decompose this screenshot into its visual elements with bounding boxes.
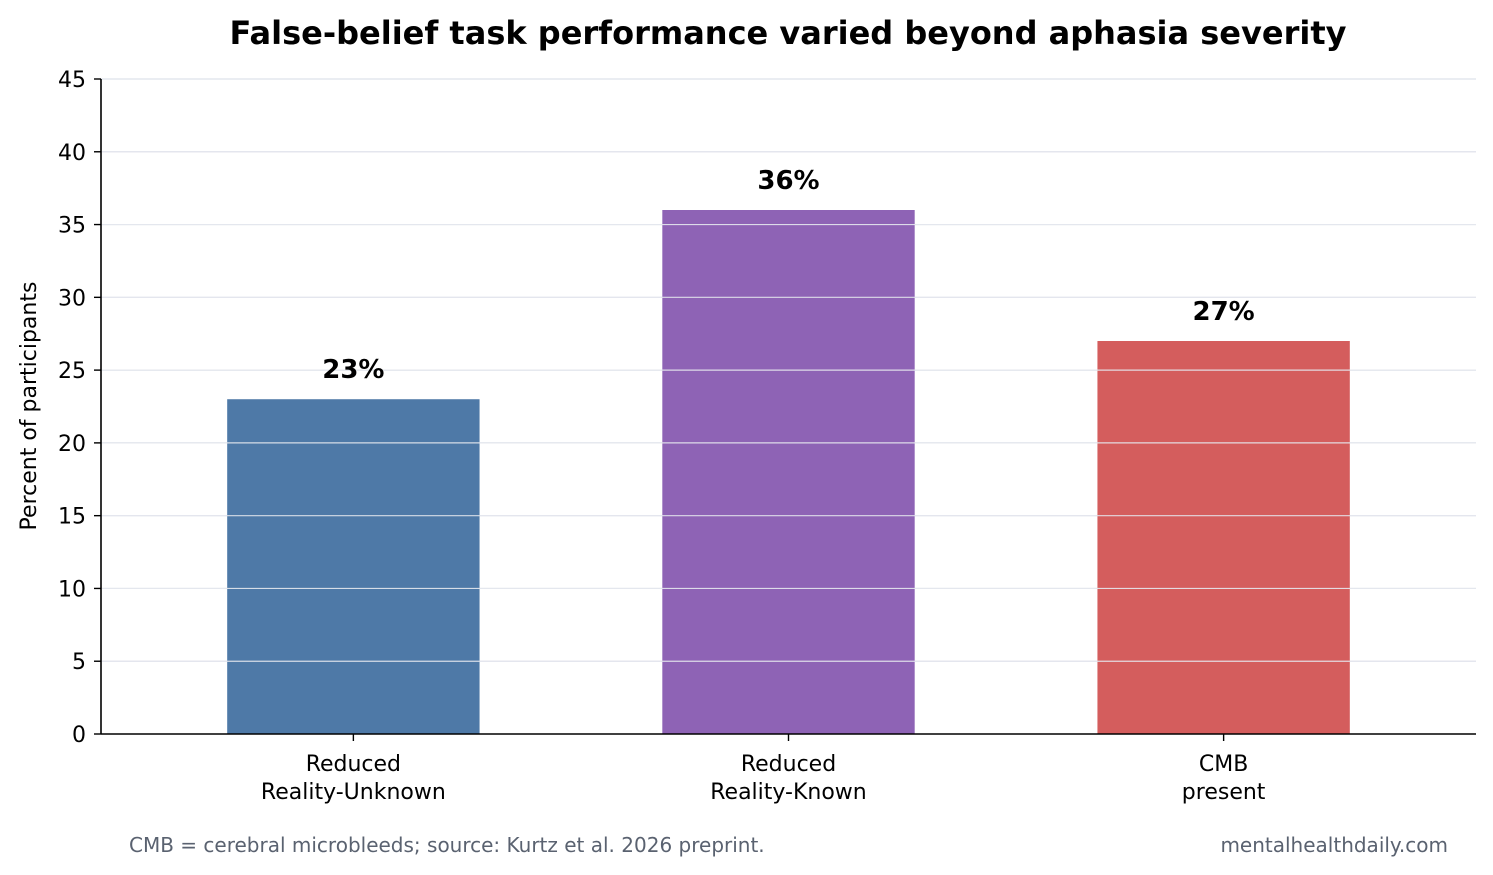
y-axis-label: Percent of participants — [17, 282, 42, 531]
y-tick-label-30: 30 — [58, 286, 86, 311]
y-tick-label-45: 45 — [58, 68, 86, 93]
x-tick-label-2-1: present — [1182, 780, 1266, 805]
y-tick-label-0: 0 — [72, 723, 86, 748]
x-tick-label-0-0: Reduced — [306, 752, 401, 777]
x-tick-label-2-0: CMB — [1199, 752, 1248, 777]
axes — [94, 78, 1476, 741]
x-tick-label-1-1: Reality-Known — [710, 780, 867, 805]
y-tick-label-5: 5 — [72, 650, 86, 675]
value-label-2: 27% — [1193, 297, 1255, 327]
bars — [101, 78, 1476, 734]
y-tick-label-40: 40 — [58, 141, 86, 166]
value-label-0: 23% — [322, 355, 384, 385]
y-tick-label-35: 35 — [58, 214, 86, 239]
y-tick-label-10: 10 — [58, 577, 86, 602]
x-tick-label-1-0: Reduced — [741, 752, 836, 777]
y-tick-label-25: 25 — [58, 359, 86, 384]
labels: 23% Reduced Reality-Unknown 36% Reduced Reali… — [58, 68, 1266, 805]
y-tick-label-15: 15 — [58, 505, 86, 530]
bar-1 — [662, 210, 915, 734]
x-tick-label-0-1: Reality-Unknown — [261, 780, 446, 805]
chart-title: False-belief task performance varied bey… — [230, 14, 1347, 52]
bar-2 — [1097, 341, 1350, 734]
footnote: CMB = cerebral microbleeds; source: Kurt… — [129, 833, 765, 857]
value-label-1: 36% — [757, 166, 819, 196]
bar-0 — [227, 399, 480, 734]
site-credit: mentalhealthdaily.com — [1220, 833, 1448, 857]
y-tick-label-20: 20 — [58, 432, 86, 457]
